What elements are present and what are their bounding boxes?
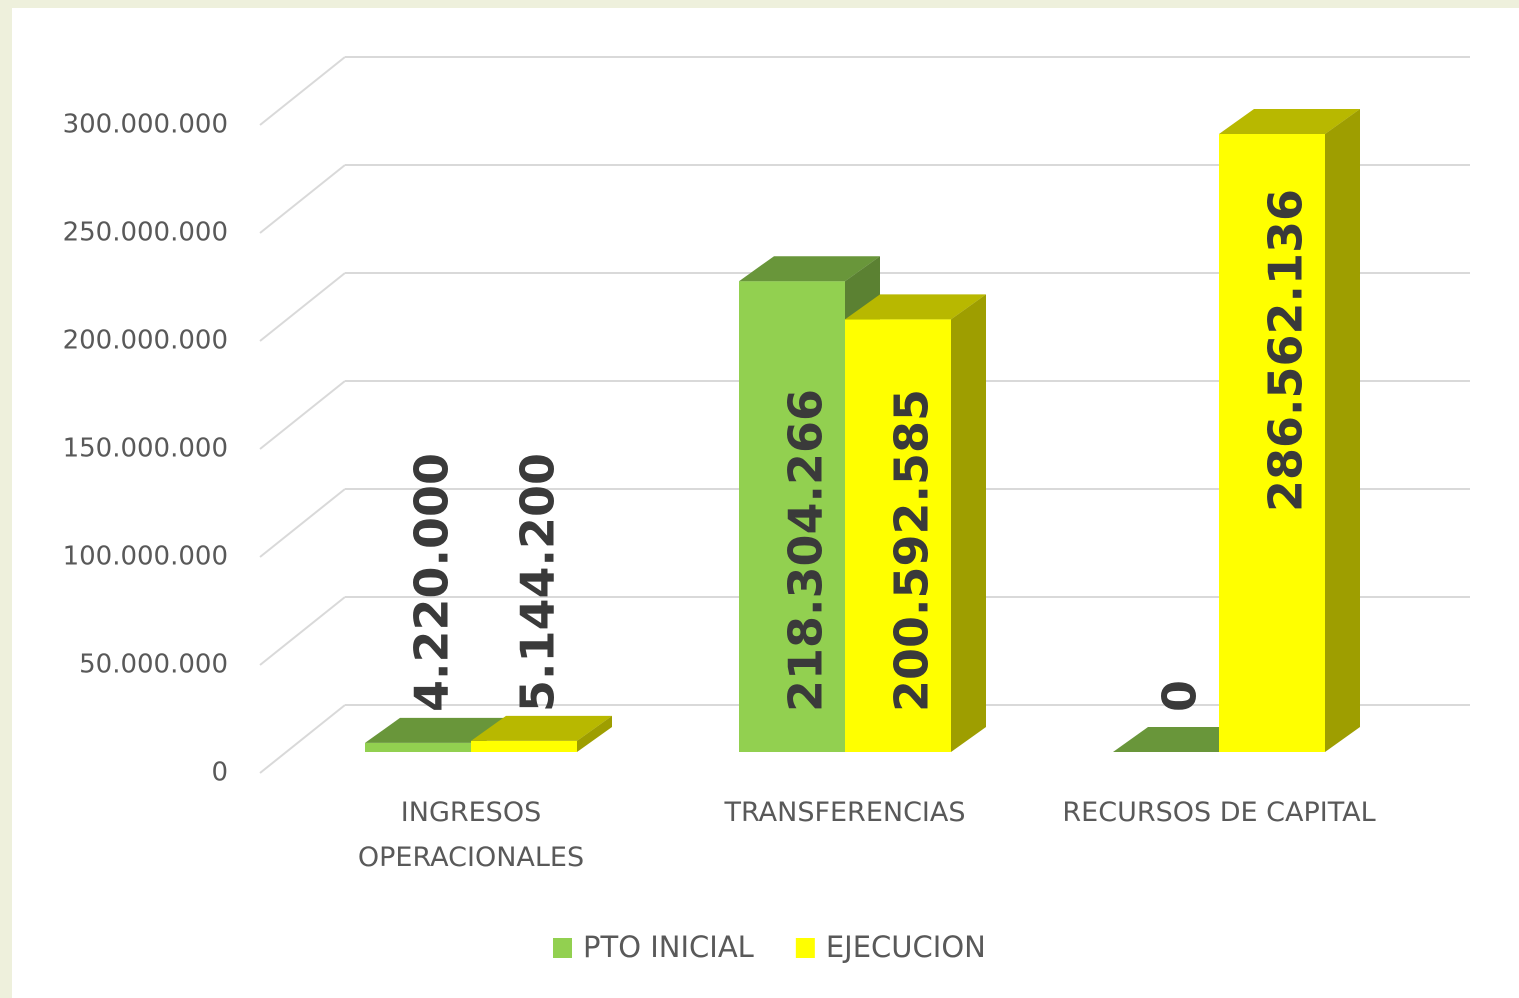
data-label: 218.304.266 (779, 389, 833, 712)
bar-front (739, 281, 845, 752)
y-tick-label: 300.000.000 (63, 110, 228, 140)
bar-side (1325, 108, 1360, 752)
legend-label: EJECUCION (826, 930, 986, 964)
bar-side (577, 715, 612, 752)
x-tick-label: RECURSOS DE CAPITAL (1062, 797, 1376, 828)
legend-label: PTO INICIAL (583, 930, 754, 964)
data-label: 286.562.136 (1259, 189, 1313, 512)
y-tick-label: 250.000.000 (63, 218, 228, 248)
page: 0 50.000.000 100.000.000 150.000.000 200.000… (12, 8, 1519, 998)
grid-line-depth (259, 272, 346, 342)
y-tick-label: 200.000.000 (63, 326, 228, 356)
bar-top (471, 715, 612, 741)
data-label: 4.220.000 (405, 453, 459, 712)
legend-swatch (795, 938, 815, 958)
grid-line-depth (259, 596, 346, 666)
bar-side (951, 294, 986, 752)
bar-top (1219, 108, 1360, 134)
grid-line-depth (259, 56, 346, 126)
y-tick-label: 100.000.000 (63, 542, 228, 572)
bar-top (845, 294, 986, 320)
data-label: 200.592.585 (885, 389, 939, 712)
bar (1113, 727, 1254, 752)
bar (471, 715, 612, 752)
data-label: 5.144.200 (511, 453, 565, 712)
bar-top (1113, 727, 1254, 752)
grid-line-depth (259, 488, 346, 558)
bar (845, 294, 986, 752)
bar (1219, 108, 1360, 753)
data-label: 0 (1153, 680, 1207, 712)
bar-front (471, 740, 577, 752)
grid-line-depth (259, 704, 346, 774)
y-tick-label: 0 (211, 758, 228, 788)
y-tick-label: 50.000.000 (79, 650, 228, 680)
bar-front (365, 742, 471, 752)
bar-front (845, 319, 951, 752)
bar-top (739, 256, 880, 282)
x-tick-label: TRANSFERENCIAS (724, 797, 966, 828)
y-tick-label: 150.000.000 (63, 434, 228, 464)
legend-swatch (553, 938, 572, 958)
x-tick-label: INGRESOS OPERACIONALES (357, 797, 585, 873)
bar-front (1219, 133, 1325, 753)
bar-top (365, 717, 506, 743)
grid-line-depth (259, 164, 346, 234)
grid-line-depth (259, 380, 346, 450)
